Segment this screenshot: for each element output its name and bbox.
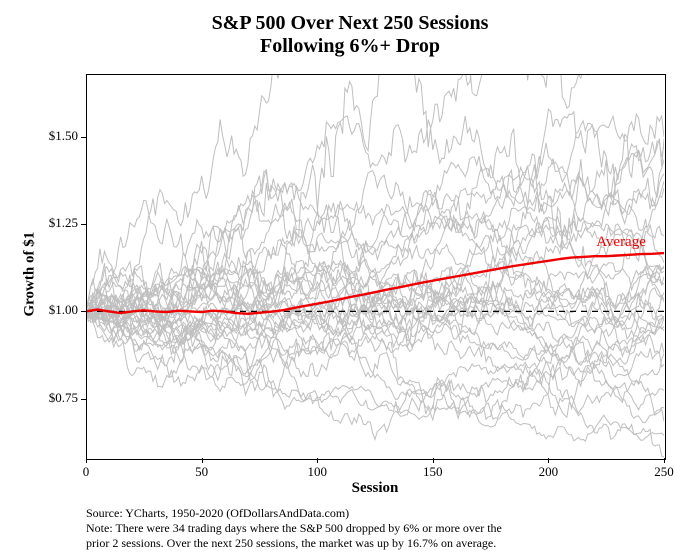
y-tick-mark [81,137,86,138]
x-tick-mark [664,458,665,463]
x-tick-mark [433,458,434,463]
x-tick-mark [202,458,203,463]
x-axis-label: Session [86,480,664,497]
x-tick-mark [548,458,549,463]
x-tick-label: 50 [182,464,222,480]
y-tick-label: $0.75 [34,390,78,406]
y-tick-mark [81,399,86,400]
chart-footer: Source: YCharts, 1950-2020 (OfDollarsAnd… [86,506,666,551]
grey-series [86,236,664,346]
footer-note-2: prior 2 sessions. Over the next 250 sess… [86,536,496,550]
x-tick-label: 250 [644,464,684,480]
x-tick-label: 100 [297,464,337,480]
y-tick-mark [81,224,86,225]
x-tick-label: 200 [528,464,568,480]
y-tick-label: $1.50 [34,128,78,144]
x-tick-mark [86,458,87,463]
x-tick-mark [317,458,318,463]
y-tick-label: $1.00 [34,302,78,318]
footer-note-1: Note: There were 34 trading days where t… [86,521,502,535]
x-tick-label: 150 [413,464,453,480]
x-tick-label: 0 [66,464,106,480]
y-tick-mark [81,311,86,312]
footer-source: Source: YCharts, 1950-2020 (OfDollarsAnd… [86,506,349,520]
grey-series-group [86,0,664,457]
average-line-label: Average [596,234,646,251]
y-tick-label: $1.25 [34,215,78,231]
chart-container: S&P 500 Over Next 250 Sessions Following… [0,0,700,560]
